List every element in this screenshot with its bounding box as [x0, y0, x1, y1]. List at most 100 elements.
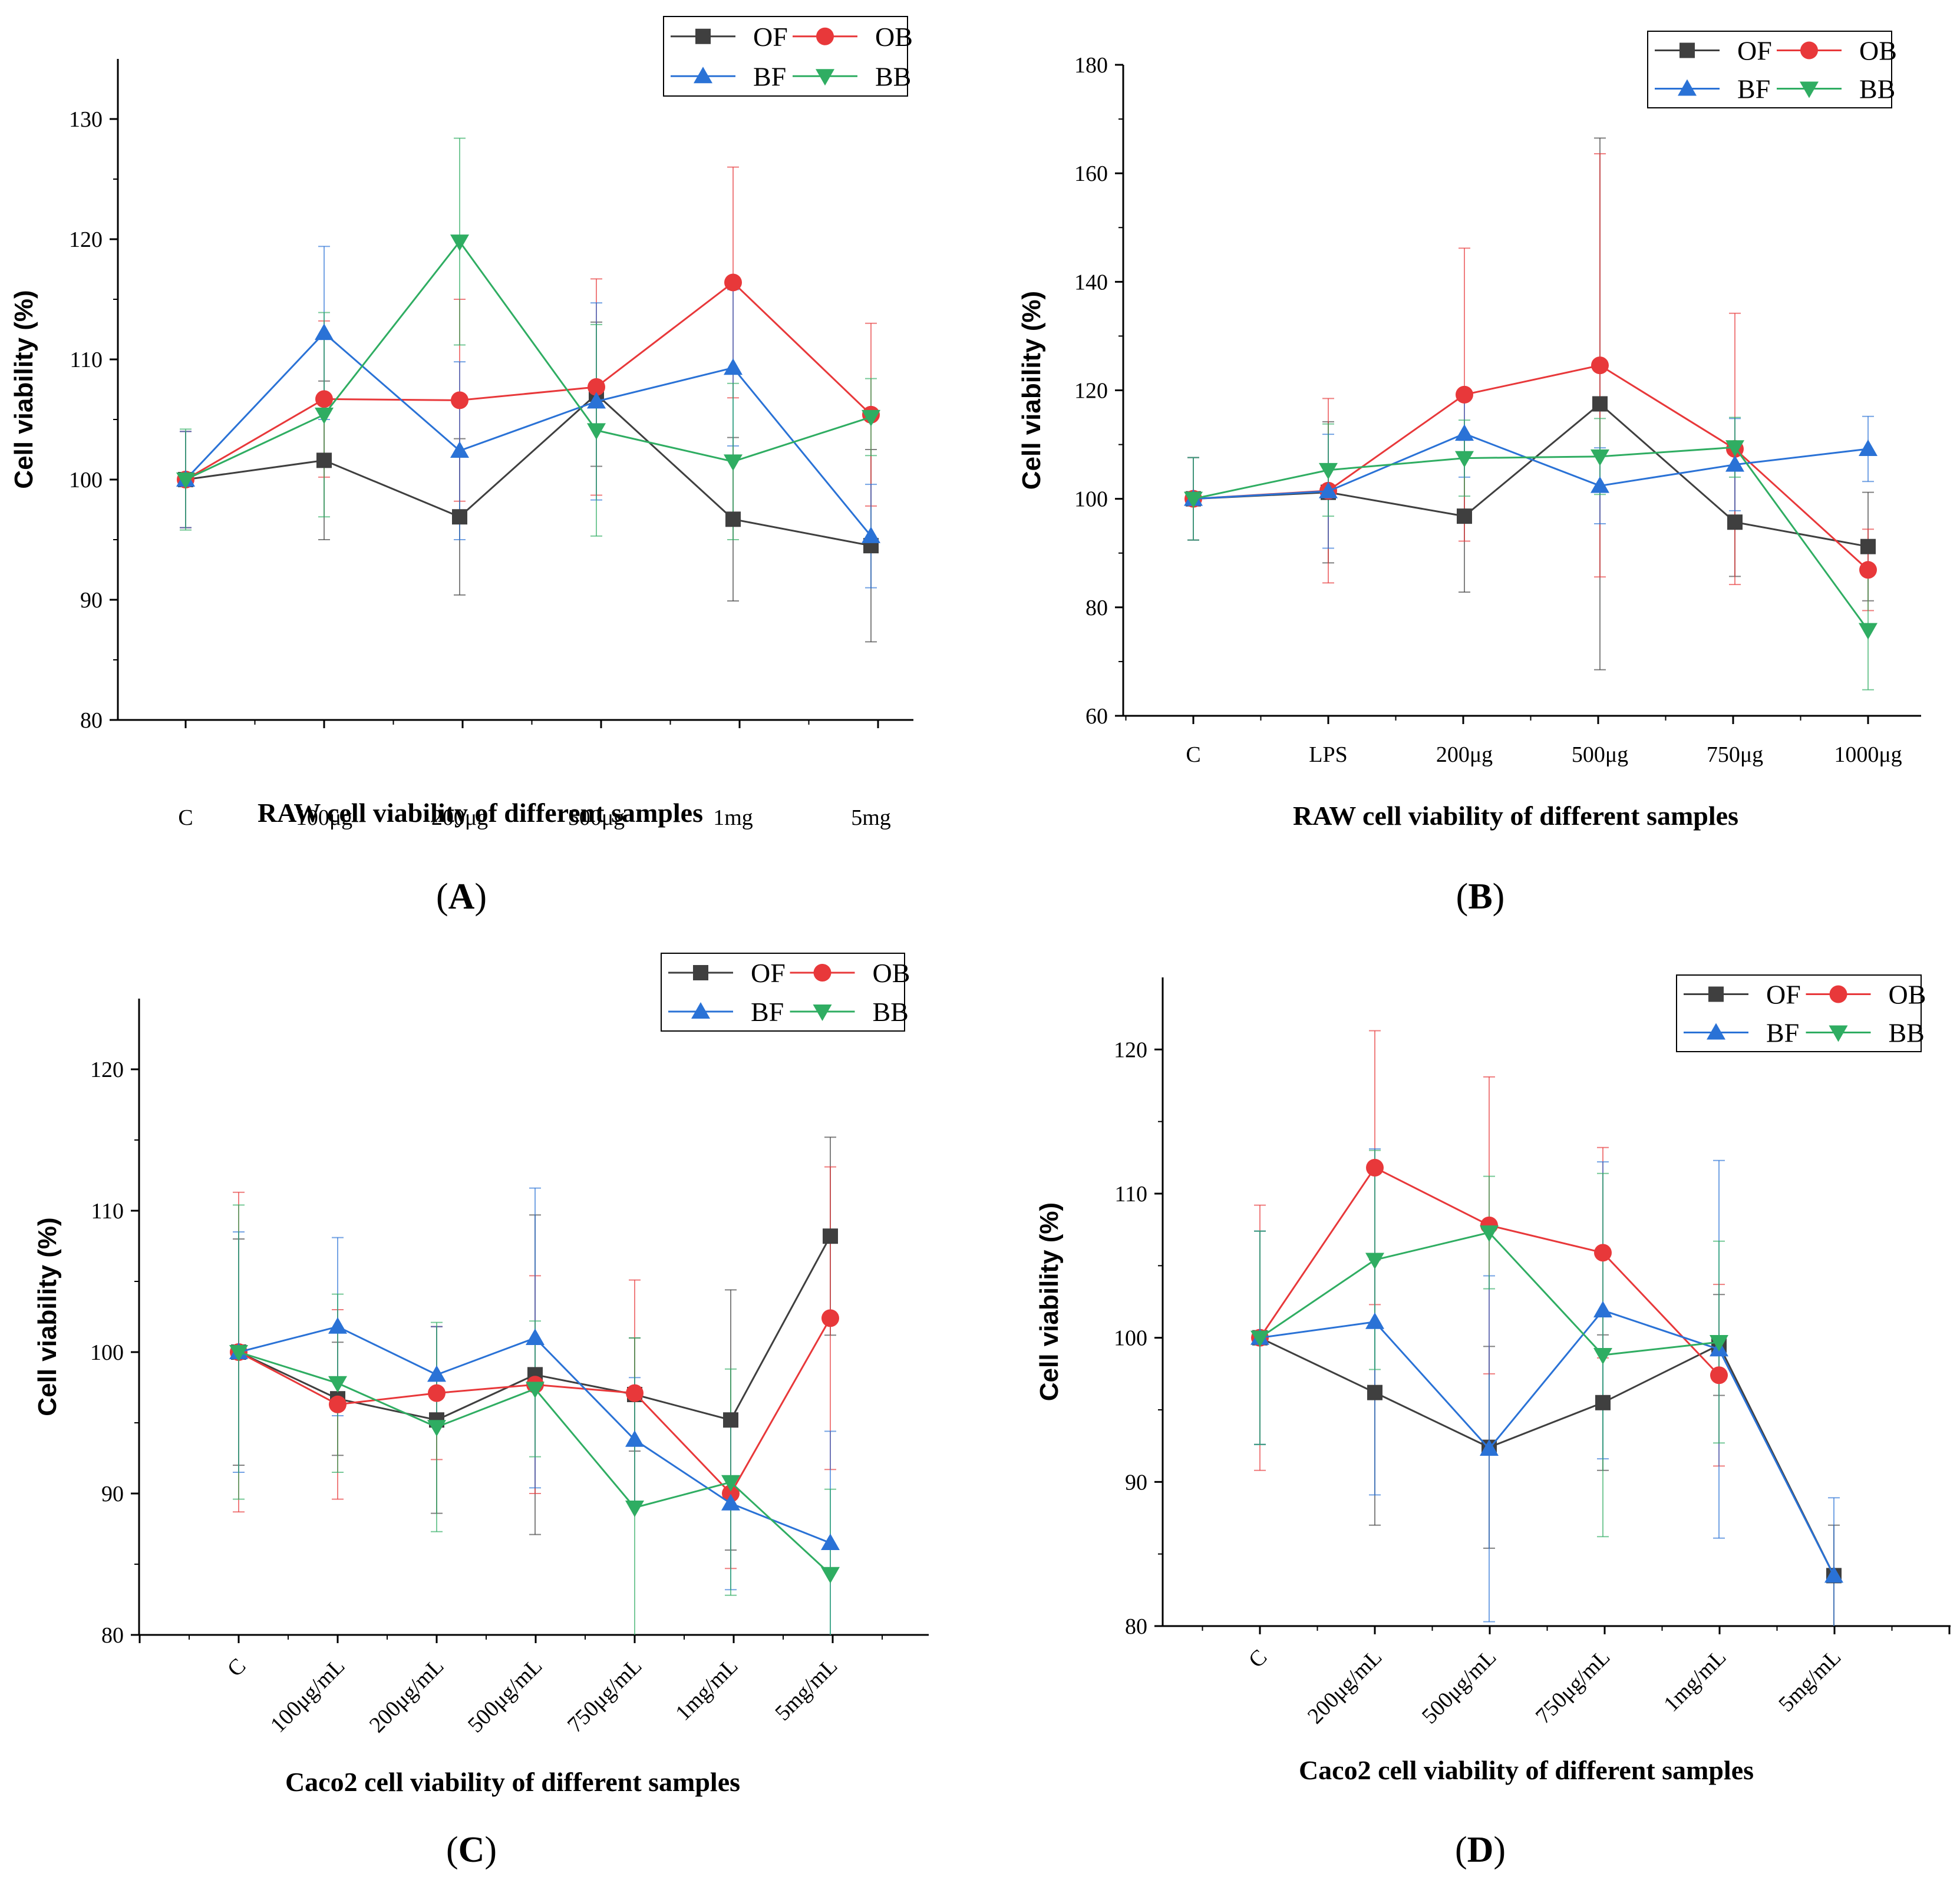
- legend-marker-of: [1679, 42, 1695, 58]
- series-bb: [1250, 1225, 1728, 1365]
- series-bb: [176, 234, 880, 489]
- y-tick-label: 120: [1074, 379, 1108, 404]
- legend-marker-bb: [1800, 81, 1819, 98]
- data-point-ob: [315, 390, 333, 408]
- chart-panel-c: 80 90 100 110 120 C 100μg/mL 200μg/mL 500μg/mL 75…: [33, 953, 929, 1870]
- error-bars-of: [1187, 137, 1874, 670]
- data-point-bf: [1365, 1312, 1384, 1329]
- legend-marker-bb: [813, 1005, 832, 1021]
- legend-label-bf: BF: [751, 997, 784, 1027]
- legend-marker-ob: [1829, 985, 1847, 1003]
- series-line-of: [1193, 402, 1869, 548]
- error-bars-bf: [1187, 389, 1874, 549]
- error-bars-bf: [1254, 1148, 1840, 1626]
- series-line-bf: [1259, 1309, 1835, 1577]
- y-axis-title: Cell viability (%): [1017, 291, 1046, 490]
- x-tick-label: 500μg/mL: [463, 1654, 547, 1738]
- series-bf: [229, 1317, 840, 1550]
- x-axis-title: Caco2 cell viability of different sample…: [285, 1767, 740, 1797]
- data-point-bb: [1591, 449, 1609, 466]
- y-tick-label: 130: [69, 107, 103, 132]
- legend-marker-bf: [694, 67, 712, 84]
- legend-marker-bb: [816, 69, 834, 86]
- y-tick-label: 80: [80, 708, 103, 733]
- data-point-ob: [1366, 1158, 1384, 1177]
- x-tick-label: 750μg: [1707, 742, 1763, 767]
- y-tick-label: 120: [69, 227, 103, 252]
- y-axis-title: Cell viability (%): [1035, 1202, 1064, 1401]
- legend-label-bb: BB: [1859, 74, 1895, 104]
- data-point-of: [725, 511, 741, 527]
- data-point-bf: [587, 392, 606, 409]
- y-tick-label: 180: [1074, 53, 1108, 78]
- y-tick-label: 100: [69, 468, 103, 493]
- data-point-bf: [427, 1365, 446, 1382]
- data-point-bf: [1591, 476, 1609, 493]
- data-point-of: [823, 1228, 838, 1244]
- legend-marker-ob: [813, 964, 831, 982]
- chart-panel-a: 80 90 100 110 120 130 C 100μg 200μg 500μg 1mg 5mg RA…: [9, 16, 913, 917]
- chart-panel-d: 80 90 100 110 120 C 200μg/mL 500μg/mL 750μg/mL 1m…: [1035, 974, 1951, 1870]
- data-point-bf: [821, 1534, 840, 1550]
- legend-label-ob: OB: [1859, 36, 1897, 66]
- data-point-of: [1727, 514, 1743, 530]
- error-bars-bf: [180, 246, 877, 589]
- series-line-of: [1259, 1337, 1835, 1577]
- y-tick-label: 160: [1074, 161, 1108, 186]
- legend-marker-ob: [1800, 41, 1818, 60]
- legend-label-of: OF: [1766, 980, 1801, 1010]
- panel-label: (D): [1455, 1830, 1506, 1870]
- data-point-of: [723, 1412, 738, 1428]
- x-tick-label: 100μg/mL: [266, 1654, 350, 1738]
- error-bars-of: [1254, 1230, 1840, 1626]
- data-point-of: [1457, 508, 1472, 524]
- series-line-bf: [184, 332, 872, 537]
- data-point-bb: [526, 1382, 545, 1399]
- data-point-of: [1860, 538, 1876, 554]
- data-point-bf: [1859, 439, 1877, 456]
- x-tick-label: 100μg: [296, 805, 352, 830]
- data-point-bf: [1319, 481, 1338, 498]
- legend-marker-of: [1708, 986, 1724, 1002]
- legend-label-ob: OB: [873, 958, 910, 988]
- series-of: [178, 386, 879, 554]
- y-tick-label: 100: [1074, 487, 1108, 512]
- series-of: [1186, 396, 1876, 554]
- legend: OF OB BF BB: [1676, 974, 1926, 1052]
- legend-label-of: OF: [1737, 36, 1772, 66]
- x-tick-label: 200μg/mL: [365, 1654, 449, 1738]
- x-tick-label: 1000μg: [1834, 742, 1902, 767]
- legend: OF OB BF BB: [1647, 31, 1897, 108]
- series-bf: [1184, 424, 1877, 506]
- data-point-ob: [1456, 385, 1473, 404]
- data-point-ob: [451, 391, 468, 409]
- data-point-bf: [862, 526, 880, 543]
- data-point-bb: [1455, 451, 1474, 468]
- legend-label-bf: BF: [1766, 1018, 1799, 1048]
- data-point-bb: [1593, 1348, 1612, 1365]
- data-point-ob: [588, 378, 605, 396]
- data-point-bb: [1725, 440, 1744, 457]
- chart-panel-b: 60 80 100 120 140 160 180 C LPS 200μg 500μg 750μg 10…: [1017, 31, 1921, 917]
- data-point-bb: [315, 407, 334, 424]
- x-tick-label: 500μg/mL: [1417, 1645, 1502, 1729]
- y-tick-label: 120: [90, 1058, 124, 1082]
- data-point-bb: [427, 1420, 446, 1437]
- x-tick-label: C: [1244, 1645, 1272, 1673]
- legend-marker-bf: [1678, 79, 1697, 96]
- y-tick-label: 80: [101, 1623, 124, 1648]
- y-tick-label: 120: [1114, 1037, 1147, 1062]
- data-point-bb: [328, 1376, 347, 1393]
- data-point-ob: [329, 1395, 347, 1413]
- y-tick-label: 90: [101, 1482, 124, 1506]
- data-point-bf: [1725, 455, 1744, 472]
- legend-label-ob: OB: [1889, 980, 1926, 1010]
- data-point-ob: [1859, 561, 1877, 579]
- data-point-ob: [724, 273, 742, 292]
- data-point-of: [1592, 396, 1608, 412]
- series-line-bb: [1193, 446, 1869, 631]
- data-point-bb: [176, 472, 195, 489]
- data-point-bf: [1455, 424, 1474, 441]
- x-tick-label: 200μg: [1436, 742, 1493, 767]
